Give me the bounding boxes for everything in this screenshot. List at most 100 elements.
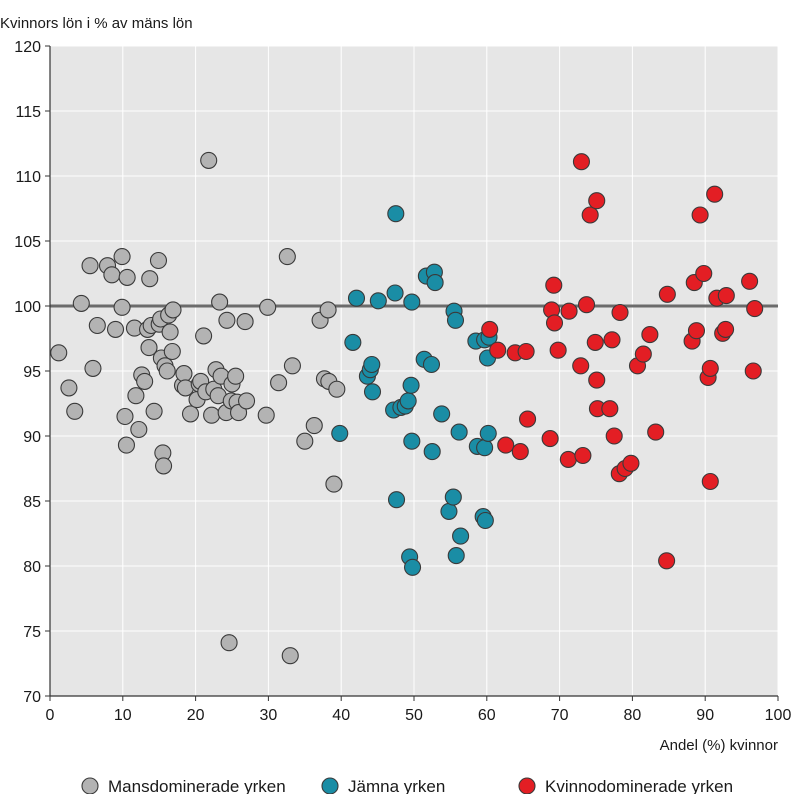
point-series-1 bbox=[305, 417, 323, 435]
point-series-2 bbox=[387, 205, 405, 223]
point-series-3 bbox=[647, 423, 665, 441]
point-series-2 bbox=[402, 376, 420, 394]
point-series-2 bbox=[479, 424, 497, 442]
point-series-1 bbox=[130, 420, 148, 439]
point-series-3 bbox=[658, 552, 676, 570]
point-series-1 bbox=[319, 301, 337, 319]
x-tick-label: 60 bbox=[478, 707, 496, 724]
point-series-1 bbox=[230, 404, 248, 422]
point-series-3 bbox=[549, 341, 567, 359]
point-series-1 bbox=[211, 293, 229, 311]
point-series-1 bbox=[66, 402, 84, 420]
y-tick-label: 90 bbox=[23, 429, 41, 446]
x-tick-label: 90 bbox=[696, 707, 714, 724]
x-axis-title: Andel (%) kvinnor bbox=[660, 737, 778, 754]
point-series-2 bbox=[440, 502, 458, 520]
point-series-1 bbox=[117, 436, 135, 454]
x-axis-ticks: 0 10 20 30 40 50 60 70 80 90 100 bbox=[46, 696, 792, 724]
point-series-3 bbox=[559, 450, 577, 468]
point-series-1 bbox=[145, 402, 163, 420]
point-series-3 bbox=[744, 362, 762, 380]
point-series-1 bbox=[195, 327, 213, 345]
y-axis-title: Kvinnors lön i % av mäns lön bbox=[0, 15, 193, 32]
point-series-1 bbox=[149, 251, 168, 270]
point-series-1 bbox=[118, 268, 136, 286]
point-series-3 bbox=[586, 333, 604, 351]
point-series-2 bbox=[403, 558, 422, 576]
point-series-3 bbox=[695, 264, 713, 283]
point-series-2 bbox=[452, 527, 470, 545]
x-tick-label: 100 bbox=[765, 707, 792, 724]
x-tick-label: 70 bbox=[551, 707, 569, 724]
x-tick-label: 10 bbox=[114, 707, 132, 724]
point-series-2 bbox=[369, 292, 387, 310]
point-series-1 bbox=[238, 392, 256, 410]
point-series-2 bbox=[476, 511, 494, 530]
point-series-1 bbox=[181, 405, 200, 423]
point-series-1 bbox=[60, 379, 78, 397]
point-series-2 bbox=[344, 333, 362, 351]
point-series-2 bbox=[331, 424, 349, 442]
point-series-3 bbox=[541, 430, 559, 448]
point-series-3 bbox=[746, 300, 764, 318]
point-series-1 bbox=[270, 374, 288, 392]
point-series-3 bbox=[687, 322, 706, 340]
point-series-1 bbox=[127, 387, 145, 405]
legend: Mansdominerade yrken Jämna yrken Kvinnodom… bbox=[81, 777, 733, 794]
x-tick-label: 0 bbox=[46, 707, 55, 724]
point-series-1 bbox=[141, 270, 159, 288]
point-series-3 bbox=[574, 446, 592, 465]
point-series-2 bbox=[387, 491, 406, 509]
point-series-3 bbox=[511, 443, 529, 461]
point-series-3 bbox=[691, 206, 709, 224]
point-series-1 bbox=[140, 339, 158, 357]
x-tick-label: 30 bbox=[260, 707, 278, 724]
point-series-3 bbox=[572, 153, 590, 171]
y-tick-label: 110 bbox=[15, 169, 41, 186]
point-series-3 bbox=[603, 331, 621, 349]
point-series-1 bbox=[81, 257, 99, 275]
point-series-3 bbox=[605, 427, 623, 445]
point-series-1 bbox=[257, 406, 275, 424]
point-series-2 bbox=[363, 383, 382, 401]
point-series-1 bbox=[227, 367, 245, 385]
point-series-3 bbox=[481, 320, 499, 338]
x-tick-label: 80 bbox=[624, 707, 642, 724]
point-series-1 bbox=[136, 372, 154, 390]
point-series-1 bbox=[296, 432, 314, 450]
point-series-1 bbox=[236, 313, 254, 331]
point-series-2 bbox=[450, 423, 468, 441]
y-tick-label: 70 bbox=[23, 689, 41, 706]
point-series-3 bbox=[717, 287, 735, 305]
point-series-1 bbox=[116, 407, 134, 426]
point-series-1 bbox=[88, 316, 106, 335]
point-series-1 bbox=[161, 323, 179, 341]
y-tick-label: 120 bbox=[14, 39, 41, 56]
legend-label-2: Jämna yrken bbox=[348, 777, 445, 794]
point-series-1 bbox=[220, 634, 238, 652]
point-series-3 bbox=[658, 285, 676, 303]
point-series-3 bbox=[545, 276, 563, 294]
y-tick-label: 85 bbox=[23, 494, 41, 511]
point-series-2 bbox=[426, 274, 444, 292]
point-series-3 bbox=[717, 320, 735, 338]
point-series-1 bbox=[155, 457, 173, 475]
point-series-3 bbox=[560, 302, 578, 320]
point-series-1 bbox=[281, 647, 299, 665]
point-series-1 bbox=[259, 298, 277, 316]
point-series-2 bbox=[422, 355, 441, 374]
point-series-1 bbox=[84, 359, 102, 377]
point-series-1 bbox=[175, 365, 193, 383]
point-series-1 bbox=[158, 362, 176, 380]
point-series-3 bbox=[622, 454, 640, 472]
point-series-1 bbox=[50, 344, 68, 362]
point-series-1 bbox=[113, 298, 131, 316]
point-series-1 bbox=[203, 406, 221, 424]
point-series-3 bbox=[572, 357, 590, 375]
point-series-2 bbox=[433, 405, 451, 423]
point-series-2 bbox=[423, 443, 441, 461]
point-series-2 bbox=[446, 311, 465, 329]
point-series-1 bbox=[164, 301, 182, 319]
y-axis-ticks: 70 75 80 85 90 95 100 105 110 115 120 bbox=[14, 39, 50, 706]
